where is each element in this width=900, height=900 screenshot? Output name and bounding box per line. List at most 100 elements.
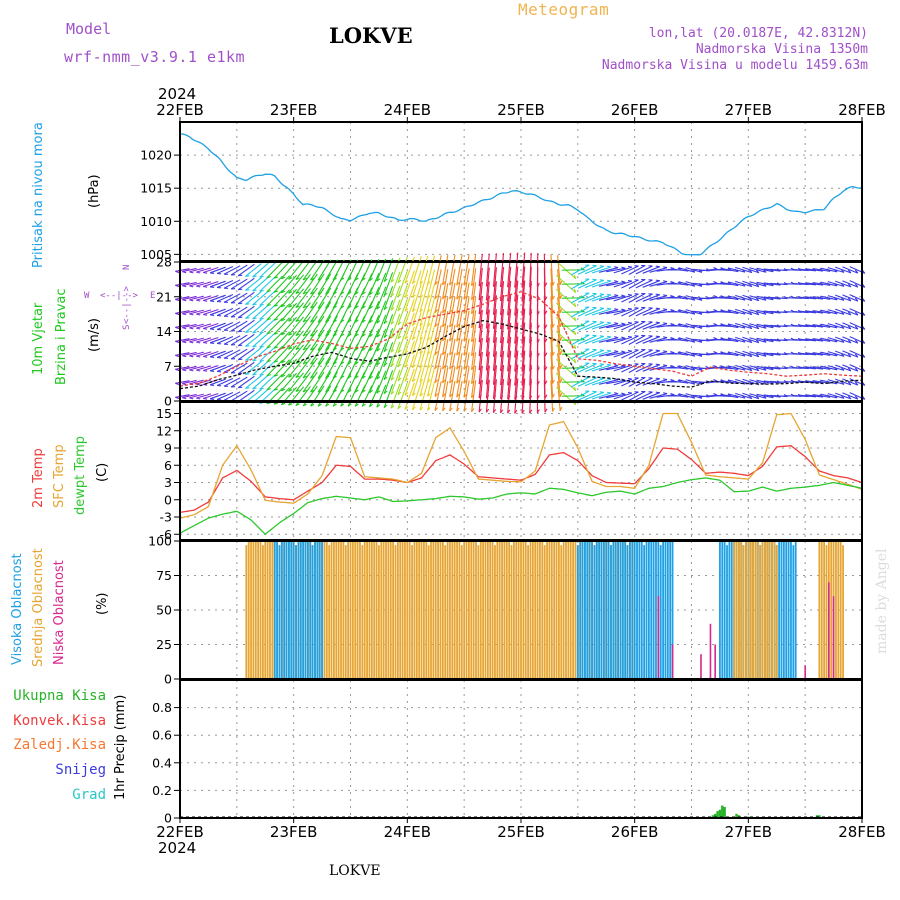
- wind-barb: [302, 273, 318, 295]
- wind-barb: [735, 336, 753, 344]
- cloud-bar: [546, 541, 548, 679]
- wind-barb: [827, 323, 845, 329]
- wind-barb-head: [670, 280, 675, 284]
- wind-barb: [820, 267, 838, 273]
- wind-barb-head: [442, 295, 446, 300]
- wind-barb: [266, 359, 283, 377]
- wind-barb-head: [621, 336, 626, 339]
- cloud-side-label-2: Srednja Oblacnost: [31, 548, 46, 667]
- cloud-low-bar: [832, 596, 835, 679]
- wind-barb: [434, 297, 442, 327]
- wind-barb: [442, 311, 449, 341]
- wind-barb: [529, 336, 532, 372]
- wind-barb-head: [663, 308, 668, 311]
- wind-barb-head: [245, 317, 250, 319]
- wind-barb-head: [544, 366, 548, 371]
- wind-barb: [230, 362, 248, 374]
- y-tick-label: 12: [156, 423, 172, 438]
- cloud-bar: [392, 541, 395, 679]
- wind-barb-head: [529, 409, 533, 414]
- wind-barb: [434, 283, 442, 313]
- wind-barb-head: [559, 336, 563, 342]
- cloud-bar: [486, 541, 489, 679]
- wind-barb: [182, 379, 197, 385]
- wind-barb: [245, 305, 262, 319]
- wind-barb-head: [573, 274, 577, 279]
- wind-barb: [196, 337, 212, 343]
- precip-panel: 00.20.40.60.8: [152, 679, 863, 826]
- cloud-bar: [373, 541, 376, 679]
- wind-barb: [237, 277, 255, 291]
- wind-barb: [397, 271, 408, 297]
- wind-barb: [273, 331, 290, 349]
- wind-barb-head: [442, 309, 446, 314]
- wind-barb: [245, 277, 262, 291]
- wind-barb-head: [354, 277, 359, 281]
- wind-barb-head: [552, 365, 555, 370]
- wind-barb: [397, 285, 408, 311]
- wind-barb-head: [442, 379, 446, 384]
- wind-barb: [216, 322, 234, 330]
- wind-barb: [449, 268, 456, 300]
- wind-barb: [196, 351, 212, 357]
- wind-barb-head: [347, 277, 352, 281]
- panel-frame: [179, 401, 863, 541]
- wind-barb: [628, 321, 646, 331]
- wind-barb: [478, 281, 483, 315]
- wind-barb-head: [266, 276, 271, 279]
- cloud-bar: [340, 541, 342, 679]
- wind-barb-head: [273, 402, 279, 405]
- wind-barb-head: [203, 383, 208, 386]
- wind-barb: [280, 316, 298, 336]
- wind-barb: [189, 351, 204, 357]
- wind-barb-head: [599, 391, 604, 393]
- wind-barb-head: [196, 355, 201, 358]
- wind-barb: [642, 266, 660, 274]
- wind-barb: [735, 308, 753, 316]
- wind-barb-head: [175, 382, 180, 386]
- wind-barb: [368, 371, 380, 393]
- wind-barb: [521, 336, 526, 372]
- y-tick-label: 15: [156, 406, 172, 421]
- wind-barb: [280, 330, 298, 350]
- wind-speed-black-line: [179, 319, 863, 390]
- wind-barb: [485, 379, 490, 413]
- wind-barb-head: [449, 295, 453, 300]
- cloud-bar: [505, 541, 508, 679]
- wind-barb: [383, 370, 394, 394]
- cloud-bar: [475, 541, 477, 679]
- wind-barb: [252, 374, 269, 390]
- cloud-bar: [378, 545, 380, 679]
- wind-barb: [273, 261, 290, 279]
- wind-barb: [175, 394, 190, 398]
- wind-barb: [727, 337, 746, 343]
- precip-bar: [735, 813, 738, 818]
- wind-barb: [397, 369, 408, 395]
- wind-barb: [799, 352, 816, 356]
- wind-barb: [223, 321, 241, 331]
- wind-barb-head: [347, 375, 352, 379]
- wind-barb: [598, 267, 619, 273]
- wind-barb: [756, 323, 774, 329]
- cloud-bar: [321, 541, 323, 679]
- wind-barb-head: [376, 278, 381, 282]
- wind-barb: [571, 376, 590, 388]
- wind-barb-head: [559, 350, 563, 356]
- cloud-bar: [664, 541, 667, 679]
- wind-barb: [456, 310, 463, 342]
- wind-barb: [216, 308, 234, 316]
- wind-barb-head: [317, 333, 322, 337]
- wind-barb-head: [573, 288, 577, 293]
- wind-barb-head: [196, 369, 201, 372]
- wind-barb: [621, 321, 639, 331]
- cloud-bar: [631, 541, 634, 679]
- wind-barb: [727, 295, 746, 301]
- wind-barb-head: [347, 305, 352, 309]
- wind-barb-head: [606, 293, 612, 296]
- wind-barb: [584, 321, 604, 331]
- wind-barb-head: [627, 321, 633, 324]
- wind-barb-head: [340, 347, 345, 351]
- wind-barb-head: [332, 361, 337, 365]
- wind-barb: [628, 307, 646, 317]
